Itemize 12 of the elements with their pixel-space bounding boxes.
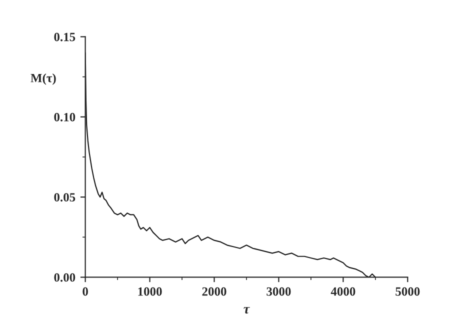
y-tick-label: 0.05 bbox=[54, 193, 76, 202]
x-tick-label: 1000 bbox=[138, 287, 162, 296]
x-tick-label: 3000 bbox=[266, 287, 291, 296]
y-tick-label: 0.15 bbox=[54, 32, 76, 42]
y-axis-title: M(τ) bbox=[30, 74, 56, 85]
x-tick-label: 2000 bbox=[202, 287, 226, 296]
x-axis-title: τ bbox=[244, 307, 250, 314]
x-tick-label: 0 bbox=[82, 287, 88, 296]
x-tick-label: 5000 bbox=[396, 287, 420, 296]
y-tick-label: 0.10 bbox=[54, 112, 76, 122]
y-tick-label: 0.00 bbox=[54, 273, 76, 282]
x-tick-label: 4000 bbox=[330, 287, 356, 296]
